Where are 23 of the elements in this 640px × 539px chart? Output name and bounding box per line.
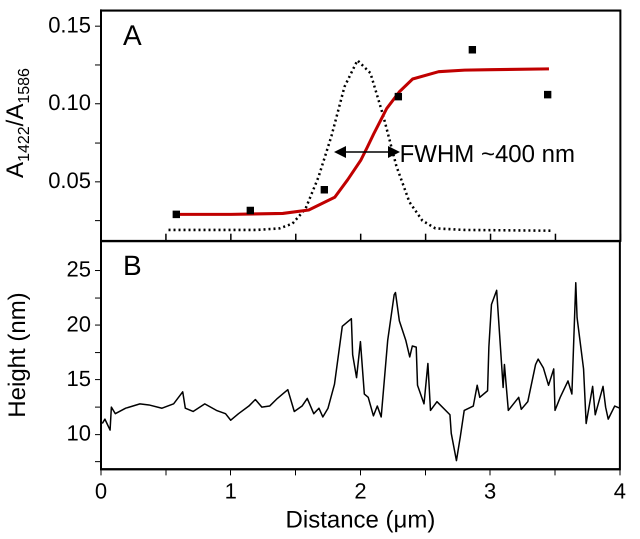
x-tick-label: 0 xyxy=(94,478,108,504)
point xyxy=(468,46,476,54)
y-tick-label: 10 xyxy=(66,420,91,446)
annotation: A xyxy=(123,18,142,51)
y-tick-label: 0.10 xyxy=(48,90,91,115)
y-tick-label: 15 xyxy=(66,366,91,391)
annotation: B xyxy=(123,250,142,281)
annotation: FWHM ~400 nm xyxy=(400,140,576,168)
x-axis-title: Distance (μm) xyxy=(286,506,436,534)
x-tick-label: 2 xyxy=(354,478,367,504)
point xyxy=(544,90,552,98)
point xyxy=(394,92,402,100)
x-tick-label: 1 xyxy=(224,478,237,504)
x-tick-label: 4 xyxy=(614,478,626,504)
y-tick-label: 25 xyxy=(66,256,91,282)
y-axis-title: Height (nm) xyxy=(4,292,32,418)
point xyxy=(172,210,180,218)
y-tick-label: 0.05 xyxy=(48,168,91,193)
y-tick-label: 0.15 xyxy=(48,12,91,38)
point xyxy=(320,186,328,194)
y-tick-label: 20 xyxy=(66,311,91,336)
x-tick-label: 3 xyxy=(484,478,496,504)
point xyxy=(246,206,254,214)
